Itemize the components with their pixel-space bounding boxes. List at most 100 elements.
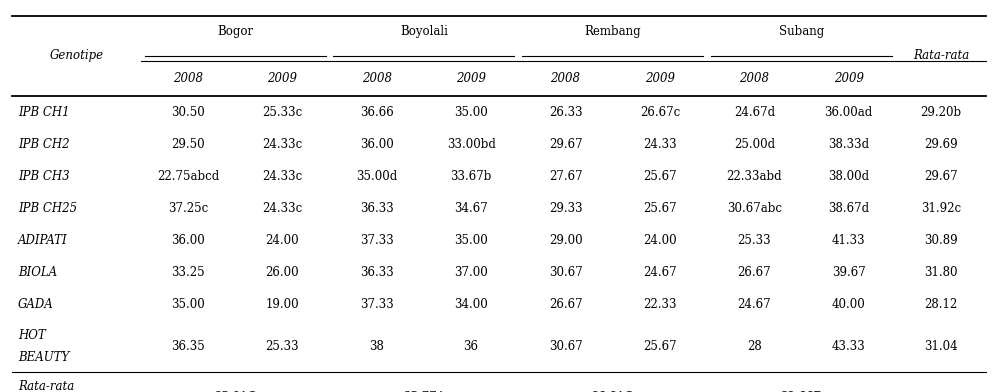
Text: Boyolali: Boyolali bbox=[400, 25, 448, 38]
Text: 33.00bd: 33.00bd bbox=[447, 138, 496, 151]
Text: 36.00: 36.00 bbox=[171, 234, 205, 247]
Text: 2008: 2008 bbox=[361, 72, 391, 85]
Text: BIOLA: BIOLA bbox=[18, 266, 57, 279]
Text: 30.67: 30.67 bbox=[549, 266, 583, 279]
Text: 32.66B: 32.66B bbox=[780, 391, 822, 392]
Text: GADA: GADA bbox=[18, 298, 54, 312]
Text: 36: 36 bbox=[464, 340, 479, 353]
Text: 38.33d: 38.33d bbox=[828, 138, 869, 151]
Text: 37.33: 37.33 bbox=[360, 234, 393, 247]
Text: 28.12: 28.12 bbox=[924, 298, 958, 312]
Text: Subang: Subang bbox=[778, 25, 824, 38]
Text: 25.33c: 25.33c bbox=[262, 105, 302, 119]
Text: 30.67: 30.67 bbox=[549, 340, 583, 353]
Text: 29.67: 29.67 bbox=[924, 170, 958, 183]
Text: Genotipe: Genotipe bbox=[49, 49, 104, 62]
Text: 36.66: 36.66 bbox=[360, 105, 393, 119]
Text: 2008: 2008 bbox=[173, 72, 203, 85]
Text: 36.00: 36.00 bbox=[360, 138, 393, 151]
Text: 29.33: 29.33 bbox=[549, 202, 582, 215]
Text: 34.67: 34.67 bbox=[454, 202, 488, 215]
Text: 31.92c: 31.92c bbox=[921, 202, 961, 215]
Text: 26.67: 26.67 bbox=[549, 298, 582, 312]
Text: 26.67c: 26.67c bbox=[640, 105, 680, 119]
Text: 43.33: 43.33 bbox=[832, 340, 865, 353]
Text: 26.33: 26.33 bbox=[549, 105, 582, 119]
Text: 2008: 2008 bbox=[740, 72, 769, 85]
Text: HOT: HOT bbox=[18, 329, 46, 342]
Text: 30.67abc: 30.67abc bbox=[727, 202, 781, 215]
Text: 2009: 2009 bbox=[456, 72, 486, 85]
Text: 41.33: 41.33 bbox=[832, 234, 865, 247]
Text: 36.33: 36.33 bbox=[360, 202, 393, 215]
Text: 35.00d: 35.00d bbox=[356, 170, 397, 183]
Text: 38: 38 bbox=[369, 340, 384, 353]
Text: IPB CH3: IPB CH3 bbox=[18, 170, 70, 183]
Text: Bogor: Bogor bbox=[217, 25, 253, 38]
Text: 40.00: 40.00 bbox=[832, 298, 865, 312]
Text: 35.00: 35.00 bbox=[454, 234, 488, 247]
Text: 28: 28 bbox=[747, 340, 761, 353]
Text: 37.00: 37.00 bbox=[454, 266, 488, 279]
Text: 25.00d: 25.00d bbox=[734, 138, 774, 151]
Text: IPB CH25: IPB CH25 bbox=[18, 202, 77, 215]
Text: 35.00: 35.00 bbox=[171, 298, 205, 312]
Text: 2009: 2009 bbox=[833, 72, 863, 85]
Text: 35.77A: 35.77A bbox=[403, 391, 445, 392]
Text: 38.67d: 38.67d bbox=[828, 202, 869, 215]
Text: IPB CH2: IPB CH2 bbox=[18, 138, 70, 151]
Text: 36.33: 36.33 bbox=[360, 266, 393, 279]
Text: 24.67: 24.67 bbox=[738, 298, 771, 312]
Text: 33.67b: 33.67b bbox=[450, 170, 492, 183]
Text: 24.33: 24.33 bbox=[643, 138, 677, 151]
Text: 26.67: 26.67 bbox=[738, 266, 771, 279]
Text: 39.67: 39.67 bbox=[832, 266, 865, 279]
Text: 37.33: 37.33 bbox=[360, 298, 393, 312]
Text: 30.89: 30.89 bbox=[924, 234, 958, 247]
Text: 2009: 2009 bbox=[267, 72, 297, 85]
Text: 30.50: 30.50 bbox=[171, 105, 205, 119]
Text: 24.67: 24.67 bbox=[643, 266, 677, 279]
Text: BEAUTY: BEAUTY bbox=[18, 351, 69, 364]
Text: ADIPATI: ADIPATI bbox=[18, 234, 68, 247]
Text: 36.00ad: 36.00ad bbox=[824, 105, 873, 119]
Text: 27.67: 27.67 bbox=[549, 170, 582, 183]
Text: 34.00: 34.00 bbox=[454, 298, 488, 312]
Text: 24.33c: 24.33c bbox=[262, 138, 302, 151]
Text: 22.75abcd: 22.75abcd bbox=[157, 170, 219, 183]
Text: Rembang: Rembang bbox=[585, 25, 641, 38]
Text: 31.80: 31.80 bbox=[924, 266, 958, 279]
Text: 35.00: 35.00 bbox=[454, 105, 488, 119]
Text: 29.69: 29.69 bbox=[924, 138, 958, 151]
Text: 2009: 2009 bbox=[645, 72, 675, 85]
Text: 26.81C: 26.81C bbox=[592, 391, 634, 392]
Text: Rata-rata: Rata-rata bbox=[913, 49, 969, 62]
Text: 26.00: 26.00 bbox=[265, 266, 299, 279]
Text: 29.00: 29.00 bbox=[549, 234, 582, 247]
Text: 29.20b: 29.20b bbox=[920, 105, 961, 119]
Text: 25.91C: 25.91C bbox=[214, 391, 256, 392]
Text: 33.25: 33.25 bbox=[171, 266, 205, 279]
Text: 37.25c: 37.25c bbox=[168, 202, 208, 215]
Text: IPB CH1: IPB CH1 bbox=[18, 105, 70, 119]
Text: 25.33: 25.33 bbox=[265, 340, 299, 353]
Text: 22.33: 22.33 bbox=[643, 298, 677, 312]
Text: 38.00d: 38.00d bbox=[828, 170, 869, 183]
Text: 24.00: 24.00 bbox=[265, 234, 299, 247]
Text: 24.33c: 24.33c bbox=[262, 170, 302, 183]
Text: 25.67: 25.67 bbox=[643, 202, 677, 215]
Text: 25.67: 25.67 bbox=[643, 170, 677, 183]
Text: 24.67d: 24.67d bbox=[734, 105, 774, 119]
Text: 36.35: 36.35 bbox=[171, 340, 205, 353]
Text: 24.00: 24.00 bbox=[643, 234, 677, 247]
Text: 29.50: 29.50 bbox=[171, 138, 205, 151]
Text: 24.33c: 24.33c bbox=[262, 202, 302, 215]
Text: 22.33abd: 22.33abd bbox=[727, 170, 782, 183]
Text: 25.67: 25.67 bbox=[643, 340, 677, 353]
Text: 2008: 2008 bbox=[551, 72, 581, 85]
Text: 25.33: 25.33 bbox=[738, 234, 771, 247]
Text: Rata-rata: Rata-rata bbox=[18, 380, 74, 392]
Text: 19.00: 19.00 bbox=[265, 298, 299, 312]
Text: 31.04: 31.04 bbox=[924, 340, 958, 353]
Text: 29.67: 29.67 bbox=[549, 138, 582, 151]
